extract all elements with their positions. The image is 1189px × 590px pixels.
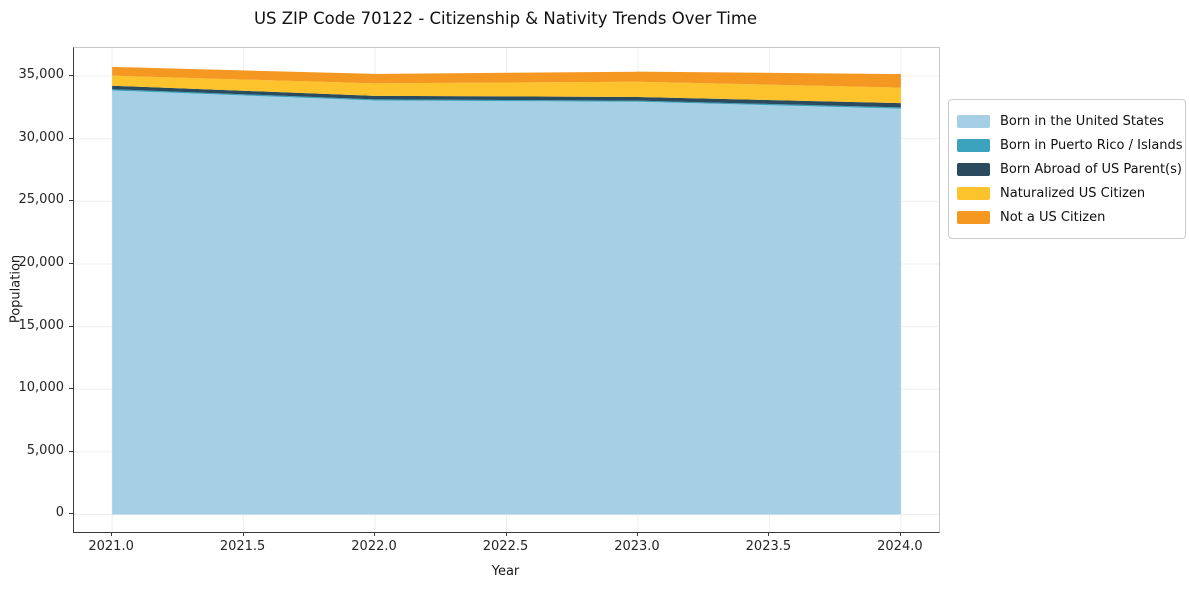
x-tick-mark bbox=[768, 532, 770, 536]
legend-label: Born Abroad of US Parent(s) bbox=[1000, 161, 1182, 177]
x-tick-mark bbox=[505, 532, 507, 536]
y-tick-label: 30,000 bbox=[18, 129, 65, 145]
x-tick-mark bbox=[899, 532, 901, 536]
stacked-area-chart bbox=[74, 48, 939, 532]
y-tick-mark bbox=[69, 513, 73, 515]
x-tick-label: 2022.5 bbox=[482, 539, 529, 554]
y-axis-label: Population bbox=[8, 254, 24, 324]
chart-title: US ZIP Code 70122 - Citizenship & Nativi… bbox=[253, 9, 758, 28]
y-tick-label: 15,000 bbox=[18, 317, 65, 333]
legend-swatch-icon bbox=[957, 162, 990, 176]
area-series bbox=[112, 85, 901, 108]
area-series bbox=[112, 75, 901, 104]
legend-label: Born in Puerto Rico / Islands bbox=[1000, 137, 1183, 153]
x-tick-label: 2021.5 bbox=[219, 539, 266, 554]
x-axis-label: Year bbox=[491, 564, 520, 579]
y-tick-label: 0 bbox=[55, 505, 64, 521]
y-tick-label: 25,000 bbox=[18, 192, 65, 208]
legend: Born in the United States Born in Puerto … bbox=[948, 99, 1186, 239]
y-tick-label: 10,000 bbox=[18, 380, 65, 396]
y-tick-label: 20,000 bbox=[18, 254, 65, 270]
x-tick-label: 2022.0 bbox=[351, 539, 397, 554]
legend-item: Born Abroad of US Parent(s) bbox=[957, 157, 1182, 181]
legend-item: Born in the United States bbox=[957, 109, 1177, 133]
area-series bbox=[112, 90, 901, 515]
legend-item: Born in Puerto Rico / Islands bbox=[957, 133, 1183, 157]
legend-swatch-icon bbox=[957, 210, 990, 224]
x-tick-mark bbox=[111, 532, 113, 536]
y-tick-mark bbox=[69, 137, 73, 139]
legend-label: Born in the United States bbox=[1000, 113, 1164, 129]
y-tick-label: 5,000 bbox=[26, 442, 64, 458]
y-tick-mark bbox=[69, 325, 73, 327]
x-tick-label: 2024.0 bbox=[877, 539, 923, 554]
plot-area bbox=[73, 47, 940, 533]
legend-item: Not a US Citizen bbox=[957, 205, 1177, 229]
x-tick-mark bbox=[242, 532, 244, 536]
y-tick-mark bbox=[69, 262, 73, 264]
y-tick-mark bbox=[69, 200, 73, 202]
legend-swatch-icon bbox=[957, 138, 990, 152]
legend-swatch-icon bbox=[957, 114, 990, 128]
x-tick-mark bbox=[636, 532, 638, 536]
x-tick-label: 2023.5 bbox=[745, 539, 792, 554]
legend-swatch-icon bbox=[957, 186, 990, 200]
legend-label: Not a US Citizen bbox=[1000, 209, 1106, 225]
x-tick-mark bbox=[374, 532, 376, 536]
y-tick-mark bbox=[69, 388, 73, 390]
x-tick-label: 2021.0 bbox=[88, 539, 134, 554]
legend-item: Naturalized US Citizen bbox=[957, 181, 1177, 205]
y-tick-mark bbox=[69, 75, 73, 77]
legend-label: Naturalized US Citizen bbox=[1000, 185, 1146, 201]
y-tick-label: 35,000 bbox=[18, 67, 65, 83]
x-tick-label: 2023.0 bbox=[614, 539, 660, 554]
y-tick-mark bbox=[69, 450, 73, 452]
area-series bbox=[112, 66, 901, 88]
